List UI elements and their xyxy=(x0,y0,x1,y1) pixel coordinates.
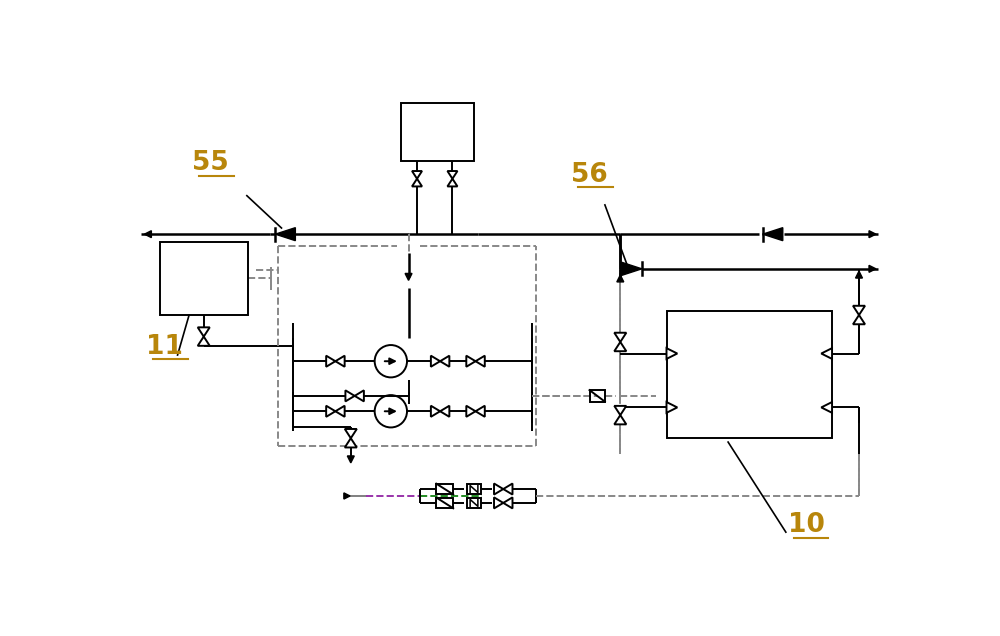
Text: 56: 56 xyxy=(571,162,608,188)
Polygon shape xyxy=(355,391,364,401)
Bar xyxy=(436,483,453,494)
Polygon shape xyxy=(405,273,412,280)
Polygon shape xyxy=(494,483,503,495)
Polygon shape xyxy=(335,356,345,367)
Bar xyxy=(401,103,474,161)
Polygon shape xyxy=(614,342,626,351)
Polygon shape xyxy=(763,228,783,240)
Polygon shape xyxy=(345,429,357,438)
Polygon shape xyxy=(466,356,476,367)
Polygon shape xyxy=(275,228,295,240)
Polygon shape xyxy=(326,356,335,367)
Polygon shape xyxy=(412,171,422,179)
Text: 55: 55 xyxy=(192,151,229,176)
Polygon shape xyxy=(614,415,626,424)
Polygon shape xyxy=(869,231,876,238)
Polygon shape xyxy=(347,456,354,463)
Polygon shape xyxy=(440,356,449,367)
Polygon shape xyxy=(503,497,512,508)
Text: 10: 10 xyxy=(788,513,825,538)
Polygon shape xyxy=(666,402,677,413)
Polygon shape xyxy=(344,493,350,499)
Polygon shape xyxy=(447,179,457,186)
Polygon shape xyxy=(666,348,677,359)
Polygon shape xyxy=(853,315,865,324)
Polygon shape xyxy=(821,348,832,359)
Polygon shape xyxy=(476,406,485,417)
Bar xyxy=(467,483,481,494)
Polygon shape xyxy=(494,497,503,508)
Polygon shape xyxy=(431,356,440,367)
Bar xyxy=(436,497,453,508)
Polygon shape xyxy=(412,179,422,186)
Polygon shape xyxy=(431,406,440,417)
Polygon shape xyxy=(476,356,485,367)
Polygon shape xyxy=(345,438,357,448)
Polygon shape xyxy=(198,336,210,346)
Bar xyxy=(160,242,248,315)
Polygon shape xyxy=(440,406,449,417)
Polygon shape xyxy=(821,402,832,413)
Polygon shape xyxy=(466,406,476,417)
Polygon shape xyxy=(503,483,512,495)
Polygon shape xyxy=(614,333,626,342)
Polygon shape xyxy=(335,406,345,417)
Polygon shape xyxy=(614,406,626,415)
Polygon shape xyxy=(345,391,355,401)
Polygon shape xyxy=(198,328,210,336)
Polygon shape xyxy=(144,231,151,238)
Bar xyxy=(590,390,605,402)
Text: 11: 11 xyxy=(146,334,183,360)
Bar xyxy=(666,311,832,438)
Polygon shape xyxy=(856,271,862,278)
Polygon shape xyxy=(326,406,335,417)
Polygon shape xyxy=(869,265,876,272)
Polygon shape xyxy=(617,275,624,282)
Polygon shape xyxy=(447,171,457,179)
Polygon shape xyxy=(622,262,642,275)
Bar xyxy=(467,497,481,508)
Polygon shape xyxy=(853,306,865,315)
